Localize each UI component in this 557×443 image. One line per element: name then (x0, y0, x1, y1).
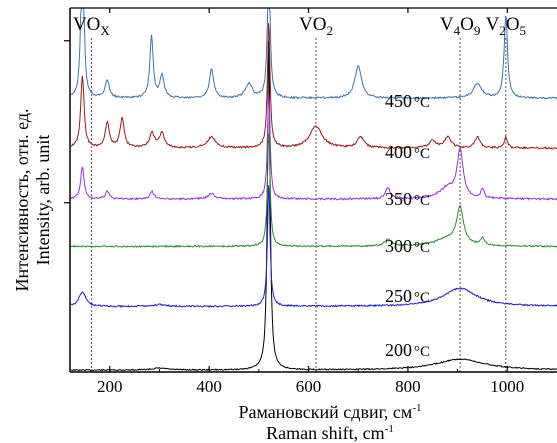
spectrum-line (70, 40, 557, 372)
series-labels: 200 °C 250 °C 300 °C 350 °C 400 °C 450 °C (385, 91, 430, 360)
spectrum-line (70, 132, 557, 249)
axis-labels: Рамановский сдвиг, см-1 Raman shift, cm-… (12, 108, 421, 443)
reference-lines (90, 38, 507, 372)
y-axis-label-en: Intensity, arb. unit (33, 135, 53, 266)
series-label: 450 °C (385, 91, 430, 111)
x-axis-label-en: Raman shift, cm-1 (266, 423, 394, 443)
x-tick-label: 400 (196, 377, 222, 396)
spectrum-line (70, 23, 557, 150)
spectra-series (70, 7, 557, 372)
series-label: 200 °C (385, 340, 430, 360)
series-label: 400 °C (385, 142, 430, 162)
x-tick-label: 800 (395, 377, 421, 396)
series-label: 250 °C (385, 286, 430, 306)
reference-label: VO2 (299, 14, 333, 38)
series-label: 350 °C (385, 189, 430, 209)
spectrum-line (70, 185, 557, 308)
reference-label: V2O5 (486, 14, 526, 38)
reference-line-labels: VOX VO2 V4O9 V2O5 (73, 14, 526, 38)
x-tick-label: 200 (97, 377, 123, 396)
reference-label: V4O9 (440, 14, 480, 38)
reference-label: VOX (73, 14, 110, 38)
x-tick-label: 1000 (490, 377, 524, 396)
axes: 200 400 600 800 1000 (64, 7, 557, 396)
spectrum-line (70, 93, 557, 201)
x-axis-label-ru: Рамановский сдвиг, см-1 (239, 402, 422, 422)
x-tick-label: 600 (296, 377, 322, 396)
spectrum-line (70, 7, 557, 100)
y-axis-label-ru: Интенсивность, отн. ед. (12, 108, 32, 291)
series-label: 300 °C (385, 236, 430, 256)
